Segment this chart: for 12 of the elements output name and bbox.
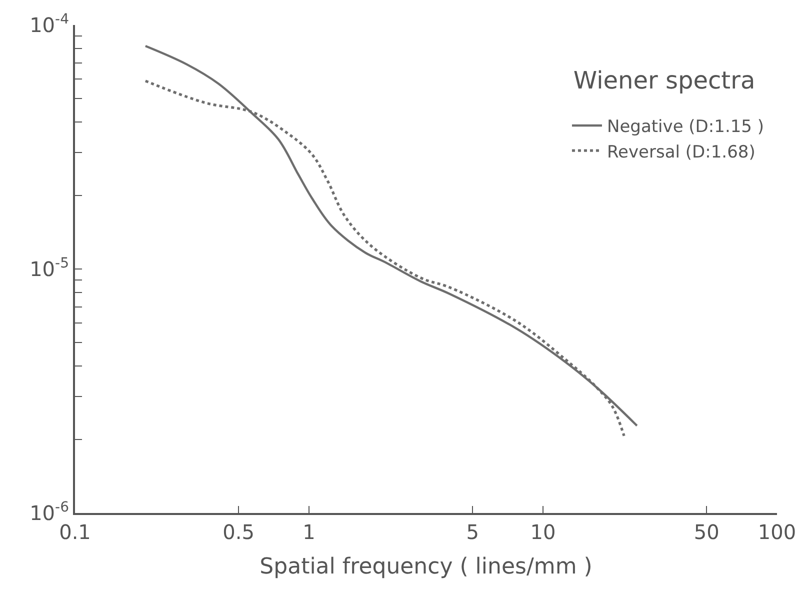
- x-tick-label: 10: [530, 520, 556, 544]
- legend-label: Reversal (D:1.68): [606, 142, 756, 162]
- x-tick-label: 5: [466, 520, 479, 544]
- x-tick-label: 100: [758, 520, 796, 544]
- y-tick-label: 10$^{-4}$: [30, 12, 70, 37]
- text: Wiener spectra: [573, 66, 756, 95]
- y-tick-label: 10$^{-5}$: [30, 256, 69, 281]
- x-tick-label: 50: [694, 520, 720, 544]
- x-axis-title: Spatial frequency ( lines/mm ): [260, 554, 592, 580]
- x-tick-label: 0.5: [222, 520, 254, 544]
- legend-label: Negative (D:1.15 ): [606, 117, 764, 138]
- x-tick-label: 1: [302, 520, 316, 544]
